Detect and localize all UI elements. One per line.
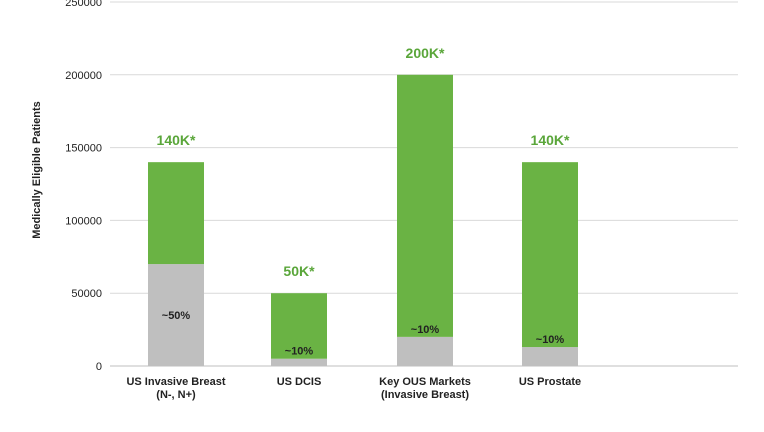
y-axis-ticks: 0 50000 100000 150000 200000 250000 — [65, 0, 102, 373]
bar-total-label: 140K* — [531, 132, 570, 148]
bar-share-label: ~10% — [411, 324, 440, 336]
y-tick-label: 150000 — [65, 143, 102, 155]
bar-segment-lower — [271, 358, 327, 366]
bar-total-label: 50K* — [283, 263, 315, 279]
x-category-label: US DCIS — [277, 376, 322, 388]
bar-segment-upper — [522, 162, 578, 348]
bar-segment-upper — [271, 293, 327, 359]
y-tick-label: 250000 — [65, 0, 102, 9]
x-category-label: (N-, N+) — [156, 389, 196, 401]
y-tick-label: 100000 — [65, 215, 102, 227]
y-axis-label: Medically Eligible Patients — [31, 101, 43, 239]
bar-segment-lower — [397, 336, 453, 366]
y-tick-label: 200000 — [65, 70, 102, 82]
y-tick-label: 0 — [96, 361, 102, 373]
bar-segment-lower — [148, 264, 204, 366]
x-category-label: US Prostate — [519, 376, 581, 388]
bar-share-label: ~50% — [162, 310, 191, 322]
bar-share-label: ~10% — [285, 346, 314, 358]
y-tick-label: 50000 — [71, 288, 102, 300]
x-axis-labels: US Invasive Breast(N-, N+) US DCIS Key OUS… — [126, 376, 581, 401]
bars: 140K* ~50% 50K* ~10% 200K* ~10% 140K* ~10% — [148, 45, 578, 366]
x-category-label: Key OUS Markets — [379, 376, 471, 388]
bar-total-label: 200K* — [406, 45, 445, 61]
bar-segment-lower — [522, 347, 578, 366]
bar-total-label: 140K* — [157, 132, 196, 148]
x-category-label: US Invasive Breast — [126, 376, 225, 388]
bar-share-label: ~10% — [536, 334, 565, 346]
x-category-label: (Invasive Breast) — [381, 389, 469, 401]
bar-segment-upper — [397, 74, 453, 337]
bar-segment-upper — [148, 162, 204, 265]
